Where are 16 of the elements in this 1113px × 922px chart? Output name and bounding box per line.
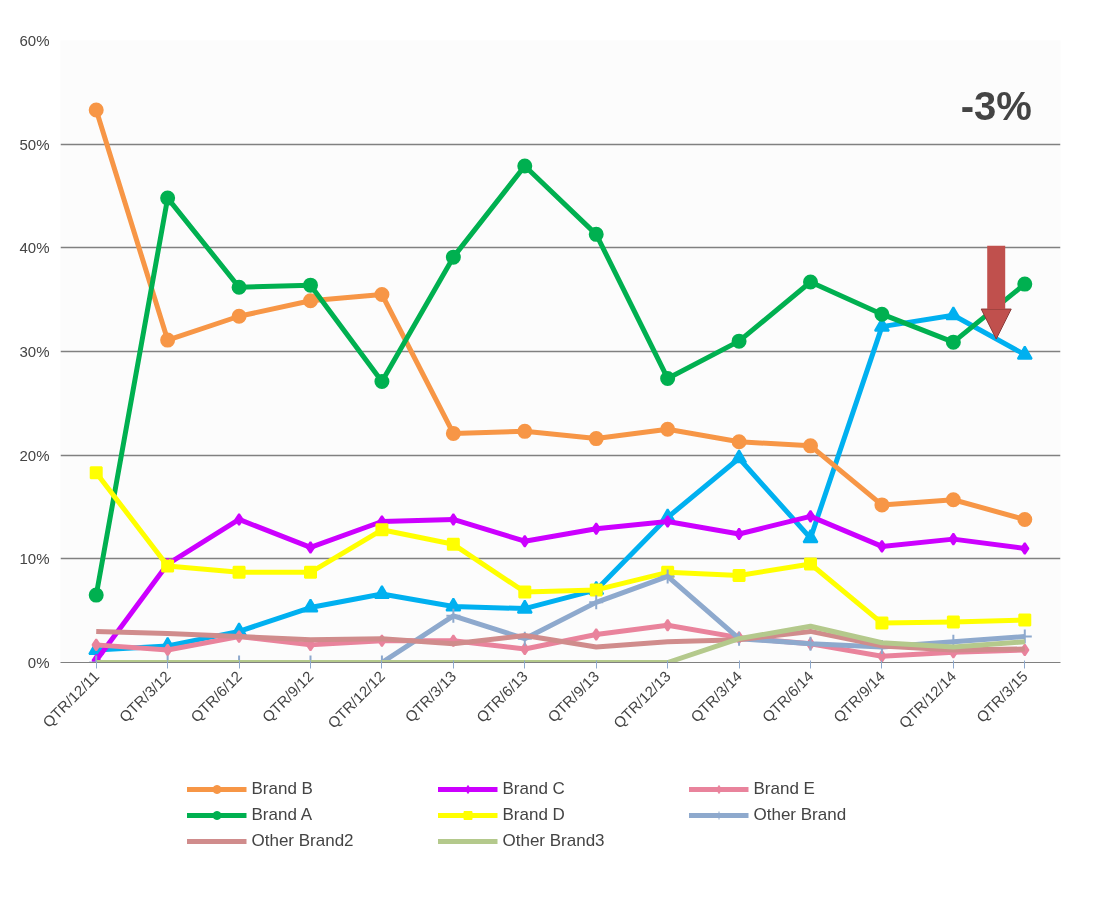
legend-label: Other Brand (753, 805, 848, 825)
legend-label: Other Brand2 (251, 831, 355, 851)
legend-label: Other Brand3 (502, 831, 606, 851)
legend-label: Brand A (251, 805, 313, 825)
y-tick-label: 30% (19, 343, 50, 360)
legend-label: Brand B (251, 779, 314, 799)
y-tick-label: 40% (19, 239, 50, 257)
y-tick-label: 20% (19, 446, 50, 464)
legend-label: Brand E (753, 779, 816, 799)
legend-label: Brand D (502, 805, 566, 825)
y-tick-label: 10% (19, 550, 50, 568)
y-tick-label: 60% (19, 32, 50, 49)
annotation: -3% (960, 83, 1032, 128)
legend-label: Brand C (502, 779, 566, 799)
y-tick-label: 50% (19, 135, 50, 153)
y-tick-label: 0% (27, 654, 50, 671)
